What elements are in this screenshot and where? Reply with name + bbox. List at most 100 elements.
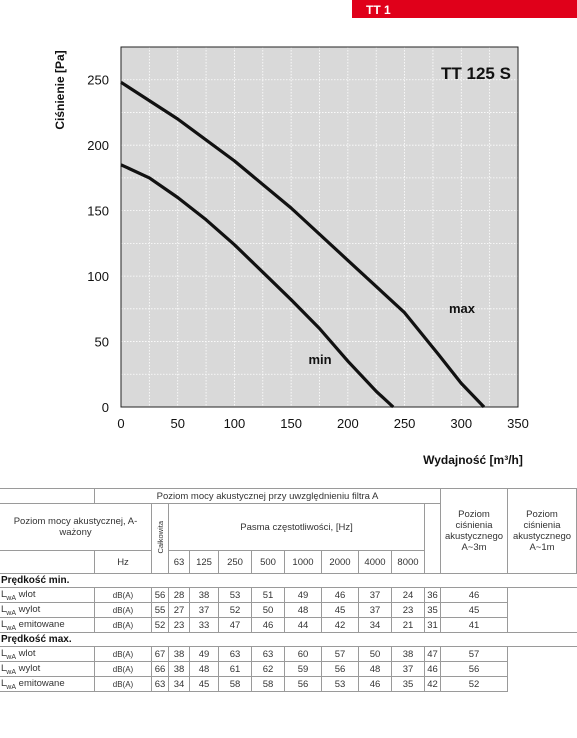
header-main: Poziom mocy akustycznej przy uwzględnien… <box>94 488 441 504</box>
fan-curve-chart: 0 50 100 150 200 250 300 350 0 50 100 150 200 250 max m… <box>53 46 529 467</box>
band-cell: 62 <box>251 661 285 677</box>
band-cell: 45 <box>321 602 359 618</box>
section-title: Prędkość min. <box>0 573 577 588</box>
y-tick-label: 250 <box>87 73 109 88</box>
band-cell: 47 <box>218 617 252 633</box>
band-cell: 37 <box>391 661 425 677</box>
header-left: Poziom mocy akustycznej, A-ważony <box>0 503 152 551</box>
band-cell: 34 <box>358 617 392 633</box>
band-cell: 57 <box>321 646 359 662</box>
band-cell: 27 <box>168 602 190 618</box>
freq-header: 2000 <box>321 550 359 574</box>
p1-cell: 45 <box>440 602 508 618</box>
band-cell: 49 <box>189 646 219 662</box>
table-row: LwA emitowane dB(A) 63 34 45 58 58 56 53 46 35 42 52 <box>0 676 577 692</box>
band-cell: 46 <box>321 587 359 603</box>
row-label-text: wlot <box>18 588 36 600</box>
band-cell: 24 <box>391 587 425 603</box>
row-label-text: wlot <box>18 647 36 659</box>
row-label: LwA wlot <box>0 587 95 603</box>
series-line-max <box>120 80 486 409</box>
band-cell: 60 <box>284 646 322 662</box>
total-cell: 56 <box>151 587 169 603</box>
unit-cell: dB(A) <box>94 587 152 603</box>
acoustic-table: Poziom mocy akustycznej przy uwzględnien… <box>0 488 577 692</box>
band-cell: 58 <box>251 676 285 692</box>
band-cell: 38 <box>168 661 190 677</box>
band-cell: 50 <box>358 646 392 662</box>
x-tick-label: 300 <box>450 416 472 431</box>
band-cell: 42 <box>321 617 359 633</box>
freq-header: 250 <box>218 550 252 574</box>
x-tick-label: 100 <box>224 416 246 431</box>
band-cell: 33 <box>189 617 219 633</box>
band-cell: 52 <box>218 602 252 618</box>
band-cell: 59 <box>284 661 322 677</box>
band-cell: 28 <box>168 587 190 603</box>
row-label-text: wylot <box>18 662 41 674</box>
band-cell: 58 <box>218 676 252 692</box>
total-cell: 66 <box>151 661 169 677</box>
p3-cell: 36 <box>424 587 441 603</box>
section-title: Prędkość max. <box>0 632 577 647</box>
chart-title: TT 125 S <box>441 64 511 83</box>
band-cell: 48 <box>358 661 392 677</box>
y-tick-label: 150 <box>87 204 109 219</box>
series-line-min <box>120 163 395 409</box>
band-cell: 46 <box>358 676 392 692</box>
x-tick-label: 0 <box>117 416 124 431</box>
hz-label: Hz <box>94 550 152 574</box>
band-cell: 49 <box>284 587 322 603</box>
row-label: LwA wlot <box>0 646 95 662</box>
row-label-text: emitowane <box>18 618 65 630</box>
table-row: LwA wlot dB(A) 67 38 49 63 63 60 57 50 38 47 57 <box>0 646 577 662</box>
total-cell: 52 <box>151 617 169 633</box>
freq-header: 63 <box>168 550 190 574</box>
band-cell: 45 <box>189 676 219 692</box>
x-axis-label: Wydajność [m³/h] <box>423 453 523 467</box>
header-total: Całkowita <box>155 520 165 554</box>
band-cell: 48 <box>284 602 322 618</box>
band-cell: 51 <box>251 587 285 603</box>
p3-cell: 46 <box>424 661 441 677</box>
band-cell: 38 <box>189 587 219 603</box>
header-p1: Poziom ciśnienia akustycznego A~1m <box>507 488 577 574</box>
y-tick-label: 200 <box>87 138 109 153</box>
total-cell: 63 <box>151 676 169 692</box>
unit-cell: dB(A) <box>94 602 152 618</box>
unit-cell: dB(A) <box>94 617 152 633</box>
freq-header: 500 <box>251 550 285 574</box>
freq-header: 8000 <box>391 550 425 574</box>
table-row: LwA emitowane dB(A) 52 23 33 47 46 44 42 34 21 31 41 <box>0 617 577 633</box>
x-tick-label: 50 <box>170 416 184 431</box>
p1-cell: 57 <box>440 646 508 662</box>
header-bands: Pasma częstotliwości, [Hz] <box>168 503 425 551</box>
p3-cell: 42 <box>424 676 441 692</box>
row-label: LwA emitowane <box>0 676 95 692</box>
p1-cell: 46 <box>440 587 508 603</box>
y-tick-label: 0 <box>102 400 109 415</box>
band-cell: 56 <box>284 676 322 692</box>
freq-header: 125 <box>189 550 219 574</box>
band-cell: 37 <box>358 602 392 618</box>
row-label-text: wylot <box>18 603 41 615</box>
band-cell: 46 <box>251 617 285 633</box>
band-cell: 61 <box>218 661 252 677</box>
table-row: LwA wylot dB(A) 55 27 37 52 50 48 45 37 23 35 45 <box>0 602 577 618</box>
band-cell: 63 <box>251 646 285 662</box>
unit-cell: dB(A) <box>94 646 152 662</box>
band-cell: 37 <box>189 602 219 618</box>
band-cell: 44 <box>284 617 322 633</box>
y-tick-label: 100 <box>87 269 109 284</box>
x-tick-label: 150 <box>280 416 302 431</box>
p1-cell: 41 <box>440 617 508 633</box>
page-badge: TT 1 <box>352 0 577 18</box>
section-row: Prędkość min. <box>0 573 577 588</box>
band-cell: 35 <box>391 676 425 692</box>
band-cell: 23 <box>391 602 425 618</box>
freq-header: 4000 <box>358 550 392 574</box>
p3-cell: 35 <box>424 602 441 618</box>
unit-cell: dB(A) <box>94 661 152 677</box>
series-label-min: min <box>308 352 331 367</box>
row-label: LwA wylot <box>0 602 95 618</box>
